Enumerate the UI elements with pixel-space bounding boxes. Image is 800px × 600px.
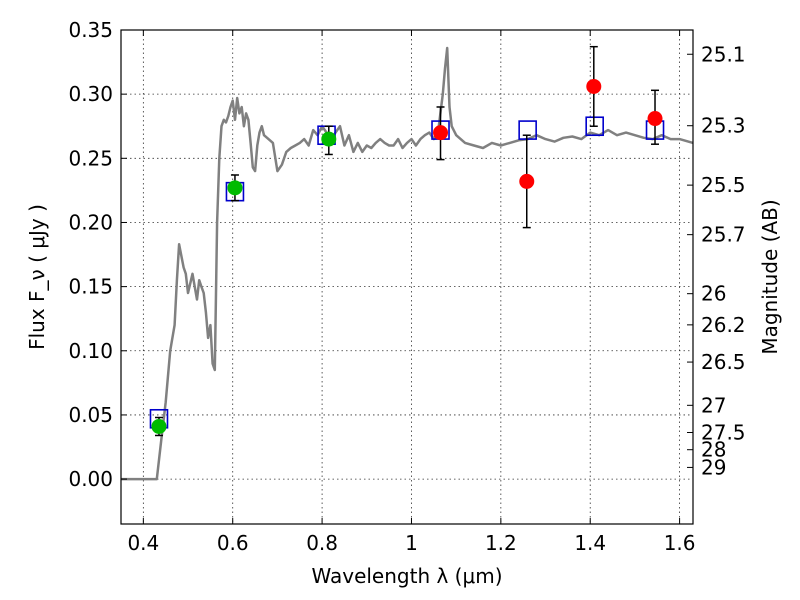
y2-tick-label: 27.5 [701, 421, 746, 445]
data-point [433, 125, 449, 141]
y2-tick-label: 27 [701, 393, 726, 417]
y-axis-label: Flux F_ν ( μJy ) [25, 204, 49, 350]
data-point [647, 111, 663, 127]
y2-tick-label: 25.5 [701, 173, 746, 197]
y2-tick-label: 25.3 [701, 114, 746, 138]
y-tick-label: 0.25 [68, 146, 113, 170]
y-tick-label: 0.05 [68, 403, 113, 427]
tick-layer: 0.4 0.6 0.8 1 1.2 1.4 1.6 0.00 0.05 0.10 0.15 0.20 0… [68, 18, 745, 555]
data-point [227, 180, 243, 196]
y2-tick-label: 25.7 [701, 223, 746, 247]
y2-tick-label: 26 [701, 282, 726, 306]
y2-tick-label: 29 [701, 455, 726, 479]
plot-layer [121, 45, 694, 481]
y2-tick-label: 25.1 [701, 42, 746, 66]
x-tick-label: 0.4 [127, 531, 159, 555]
x-tick-label: 0.8 [306, 531, 338, 555]
x-axis-label: Wavelength λ (μm) [311, 564, 502, 588]
y-tick-label: 0.35 [68, 18, 113, 42]
plot-frame [120, 29, 694, 525]
y2-tick-label: 26.2 [701, 313, 746, 337]
x-tick-label: 1.4 [574, 531, 606, 555]
y2-tick-label: 26.5 [701, 350, 746, 374]
model-square-marker [518, 120, 537, 140]
y-tick-label: 0.30 [68, 82, 113, 106]
y-tick-label: 0.00 [68, 467, 113, 491]
model-square-marker [585, 116, 604, 137]
x-tick-label: 0.6 [217, 531, 249, 555]
data-point [321, 131, 337, 147]
y2-tick-label: 28 [701, 438, 726, 462]
x-tick-label: 1.6 [664, 531, 696, 555]
x-tick-label: 1.2 [485, 531, 517, 555]
data-point [151, 418, 167, 434]
y-tick-label: 0.15 [68, 275, 113, 299]
spectrum-line [121, 46, 694, 481]
data-point [519, 173, 535, 189]
x-tick-label: 1 [405, 531, 418, 555]
right-axis-label: Magnitude (AB) [758, 199, 782, 354]
y-tick-label: 0.20 [68, 210, 113, 234]
y-tick-label: 0.10 [68, 339, 113, 363]
grid-layer [121, 29, 693, 524]
data-point [586, 78, 602, 94]
